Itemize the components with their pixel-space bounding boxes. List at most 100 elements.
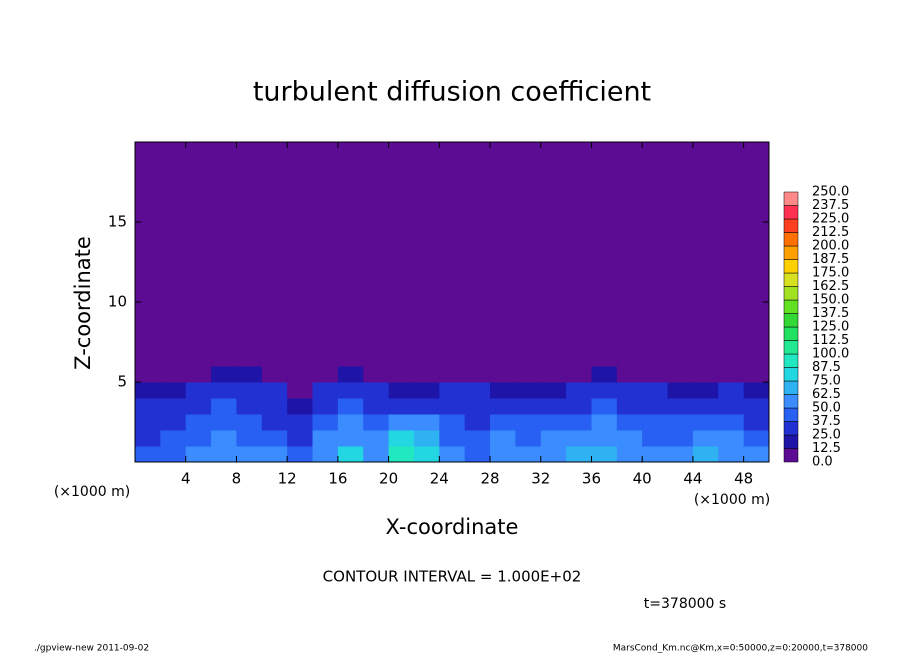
field-cell (261, 382, 288, 399)
field-cell (490, 430, 516, 447)
colorbar-label: 62.5 (812, 387, 841, 402)
footer-right: MarsCond_Km.nc@Km,x=0:50000,z=0:20000,t=… (613, 644, 868, 654)
field-cell (236, 382, 263, 399)
field-cell (287, 366, 314, 383)
field-cell (287, 382, 314, 399)
colorbar-label: 137.5 (812, 306, 849, 321)
field-cell (236, 430, 263, 447)
field-cell (413, 414, 440, 431)
field-cell (439, 366, 466, 383)
field-cell (515, 414, 542, 431)
field-cell (490, 142, 516, 367)
field-cell (287, 398, 314, 415)
field-cell (616, 430, 643, 447)
field-cell (363, 382, 390, 399)
field-cell (185, 414, 212, 431)
y-tick-label: 10 (108, 293, 127, 311)
field-cell (388, 430, 415, 447)
colorbar-label: 237.5 (812, 198, 849, 213)
x-axis-label: X-coordinate (386, 515, 519, 539)
y-axis-label: Z-coordinate (71, 236, 95, 370)
field-cell (464, 142, 491, 367)
colorbar-swatch (783, 272, 799, 287)
field-cell (515, 366, 542, 383)
field-cell (211, 430, 237, 447)
field-cell (413, 366, 440, 383)
field-cell (439, 414, 466, 431)
x-tick-label: 12 (278, 470, 297, 488)
field-cell (211, 398, 237, 415)
field-cell (490, 446, 516, 463)
field-cell (312, 446, 339, 463)
field-cell (566, 446, 592, 463)
field-cell (388, 414, 415, 431)
x-tick-label: 32 (531, 470, 550, 488)
field-cell (616, 398, 643, 415)
field-cell (261, 398, 288, 415)
field-cell (464, 430, 491, 447)
colorbar-swatch (783, 340, 799, 355)
field-cell (540, 414, 567, 431)
field-cell (312, 430, 339, 447)
colorbar-swatch (783, 421, 799, 436)
field-cell (236, 366, 263, 383)
field-cell (692, 414, 719, 431)
field-cell (642, 366, 669, 383)
colorbar-swatch (783, 205, 799, 220)
colorbar-label: 87.5 (812, 360, 841, 375)
x-unit: (×1000 m) (54, 484, 130, 500)
x-tick-label: 40 (633, 470, 652, 488)
field-cell (363, 446, 390, 463)
field-cell (236, 398, 263, 415)
field-cell (591, 382, 618, 399)
field-cell (718, 366, 745, 383)
field-cell (287, 446, 314, 463)
field-cell (312, 142, 339, 367)
field-cell (337, 382, 364, 399)
field-cell (160, 430, 187, 447)
field-cell (439, 446, 466, 463)
field-cell (667, 142, 694, 367)
colorbar-swatch (783, 218, 799, 233)
field-cell (312, 414, 339, 431)
field-cell (388, 398, 415, 415)
field-cell (566, 414, 592, 431)
colorbar-label: 12.5 (812, 441, 841, 456)
field-cell (388, 446, 415, 463)
field-cell (211, 414, 237, 431)
colorbar-label: 50.0 (812, 401, 841, 416)
colorbar-swatch (783, 367, 799, 382)
field-cell (490, 366, 516, 383)
field-cell (135, 142, 161, 367)
field-cell (160, 398, 187, 415)
colorbar-swatch (783, 259, 799, 274)
field-cell (718, 430, 745, 447)
field-cell (337, 366, 364, 383)
field-cell (642, 142, 669, 367)
field-cell (464, 366, 491, 383)
field-cell (692, 142, 719, 367)
field-cell (287, 142, 314, 367)
field-cell (464, 414, 491, 431)
colorbar-swatch (783, 380, 799, 395)
field-cell (236, 142, 263, 367)
colorbar-swatch (783, 434, 799, 449)
field-cell (515, 142, 542, 367)
field-cell (591, 366, 618, 383)
field-cell (692, 382, 719, 399)
field-cell (540, 446, 567, 463)
field-cell (616, 142, 643, 367)
colorbar-label: 200.0 (812, 239, 849, 254)
field-cell (135, 366, 161, 383)
field-cell (363, 398, 390, 415)
field-cell (388, 366, 415, 383)
colorbar-swatch (783, 313, 799, 328)
field-cell (667, 366, 694, 383)
field-cell (185, 430, 212, 447)
field-cell (566, 382, 592, 399)
colorbar-label: 175.0 (812, 266, 849, 281)
field-cell (667, 414, 694, 431)
field-cell (464, 398, 491, 415)
field-cell (616, 366, 643, 383)
